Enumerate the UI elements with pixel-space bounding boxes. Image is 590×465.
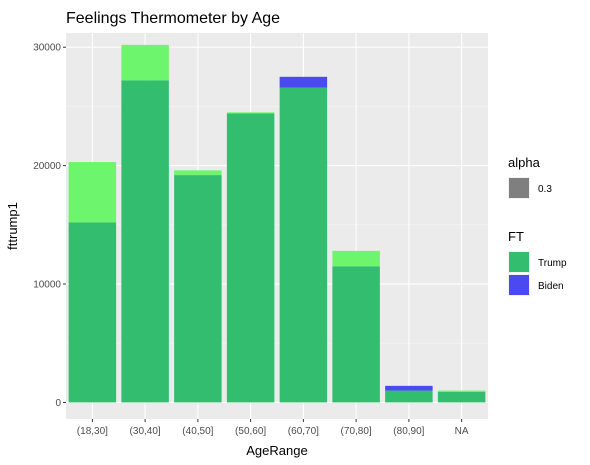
x-tick-label: (60,70] — [288, 426, 319, 437]
bar-overlap — [226, 113, 275, 403]
bar-biden — [385, 385, 433, 391]
bar-overlap — [174, 175, 222, 403]
bar-overlap — [437, 391, 486, 403]
y-tick-label: 20000 — [33, 161, 61, 172]
bar-overlap — [121, 80, 169, 403]
x-axis-title: AgeRange — [246, 443, 307, 458]
bar-overlap — [332, 266, 380, 403]
bar-overlap — [68, 222, 117, 403]
x-tick-label: (50,60] — [235, 426, 266, 437]
bar-trump — [226, 112, 275, 114]
x-tick-label: (18,30] — [77, 426, 108, 437]
legend-swatch — [509, 252, 529, 272]
bar-trump — [121, 44, 169, 81]
legend-label: 0.3 — [538, 184, 552, 195]
bar-overlap — [385, 390, 433, 403]
bar-biden — [279, 76, 328, 88]
y-tick-label: 30000 — [33, 43, 61, 54]
legend-label: Biden — [538, 281, 564, 292]
x-tick-label: (80,90] — [393, 426, 424, 437]
bar-trump — [174, 170, 222, 176]
bar-trump — [68, 162, 117, 223]
y-axis-ticks: 0 10000 20000 30000 — [33, 43, 66, 409]
legend-swatch — [509, 275, 529, 295]
x-tick-label: NA — [455, 426, 469, 437]
bar-trump — [332, 250, 380, 267]
x-tick-label: (40,50] — [182, 426, 213, 437]
legend-title: alpha — [508, 155, 541, 170]
bar-trump — [437, 390, 486, 392]
legend-swatch — [509, 178, 529, 198]
x-tick-label: (70,80] — [341, 426, 372, 437]
y-tick-label: 10000 — [33, 280, 61, 291]
bars — [68, 44, 486, 403]
legend: alpha 0.3 FT Trump Biden — [508, 155, 567, 296]
y-axis-title: fttrump1 — [5, 202, 20, 250]
chart-title: Feelings Thermometer by Age — [66, 10, 280, 27]
legend-label: Trump — [538, 258, 567, 269]
x-tick-label: (30,40] — [130, 426, 161, 437]
x-axis-ticks: (18,30] (30,40] (40,50] (50,60] (60,70] (70,8… — [77, 419, 469, 437]
legend-title: FT — [508, 229, 524, 244]
y-tick-label: 0 — [55, 398, 61, 409]
bar-overlap — [279, 87, 328, 403]
